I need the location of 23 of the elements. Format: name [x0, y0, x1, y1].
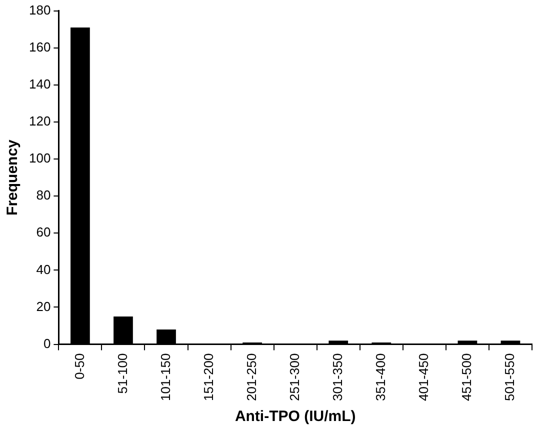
y-tick-label: 0 — [43, 336, 51, 351]
x-tick-label: 451-500 — [459, 353, 474, 402]
x-tick-label: 201-250 — [244, 353, 259, 402]
x-tick-label: 0-50 — [72, 353, 87, 380]
y-tick-label: 100 — [28, 150, 51, 166]
x-axis-title: Anti-TPO (IU/mL) — [234, 408, 356, 426]
x-tick-label: 351-400 — [372, 353, 388, 402]
y-tick-label: 180 — [28, 2, 51, 18]
y-tick-label: 160 — [28, 39, 51, 54]
x-tick-label: 251-300 — [286, 353, 302, 402]
y-tick-label: 60 — [36, 224, 51, 240]
x-tick-label: 101-150 — [158, 353, 173, 402]
x-tick-label: 501-550 — [502, 353, 518, 402]
y-tick-label: 140 — [28, 76, 51, 92]
y-tick-label: 20 — [36, 298, 51, 314]
x-tick-label: 151-200 — [200, 353, 216, 402]
y-axis-title: Frequency — [4, 138, 22, 216]
x-tick-label: 301-350 — [330, 353, 345, 402]
y-tick-label: 80 — [36, 188, 51, 203]
x-tick-label: 51-100 — [114, 353, 130, 394]
y-tick-label: 120 — [28, 114, 51, 129]
y-tick-label: 40 — [36, 262, 51, 277]
x-tick-label: 401-450 — [416, 353, 432, 402]
